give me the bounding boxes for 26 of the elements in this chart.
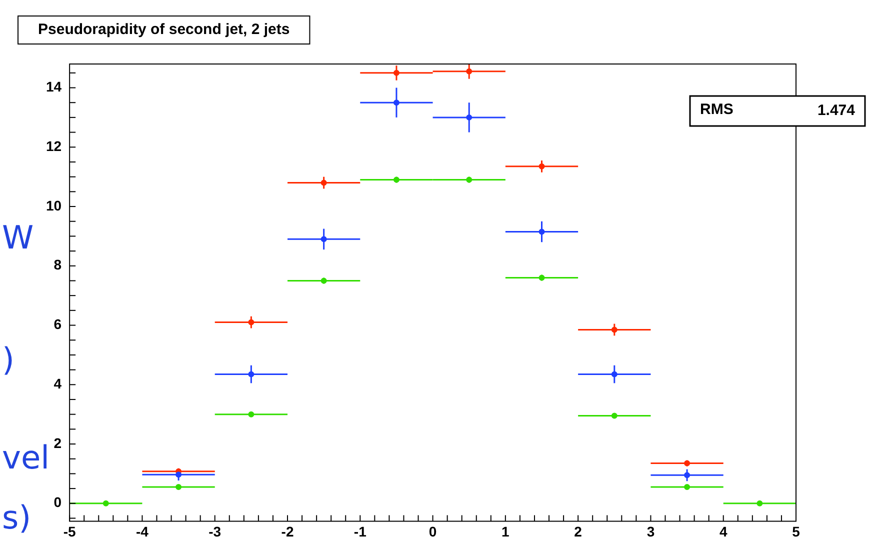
y-tick-label: 2 bbox=[54, 434, 62, 451]
text: vel bbox=[2, 438, 50, 476]
y-tick-label: 8 bbox=[54, 256, 62, 273]
x-tick-label: 4 bbox=[719, 523, 728, 540]
y-tick-label: 4 bbox=[54, 375, 62, 392]
x-tick-label: 3 bbox=[646, 523, 655, 540]
y-tick-label: 0 bbox=[54, 494, 62, 510]
annotation: RMS bbox=[700, 101, 734, 118]
x-tick-label: 1 bbox=[502, 523, 510, 540]
y-tick-label: 6 bbox=[54, 316, 62, 332]
y-tick-label: 10 bbox=[46, 197, 62, 214]
text: W bbox=[2, 218, 34, 256]
x-tick-label: 0 bbox=[428, 523, 437, 540]
text: ) bbox=[2, 340, 14, 378]
x-tick-label: -5 bbox=[63, 523, 76, 540]
y-tick-label: 14 bbox=[46, 78, 62, 95]
x-tick-label: 2 bbox=[574, 523, 582, 540]
chart-title: Pseudorapidity of second jet, 2 jets bbox=[38, 21, 290, 38]
x-tick-label: -1 bbox=[354, 523, 367, 540]
x-tick-label: 5 bbox=[792, 523, 800, 540]
text: s) bbox=[2, 498, 32, 536]
x-tick-label: -4 bbox=[136, 523, 149, 540]
x-tick-label: -3 bbox=[208, 523, 222, 540]
text: 1.474 bbox=[817, 102, 856, 120]
y-tick-label: 12 bbox=[46, 138, 62, 154]
x-tick-label: -2 bbox=[281, 523, 294, 540]
